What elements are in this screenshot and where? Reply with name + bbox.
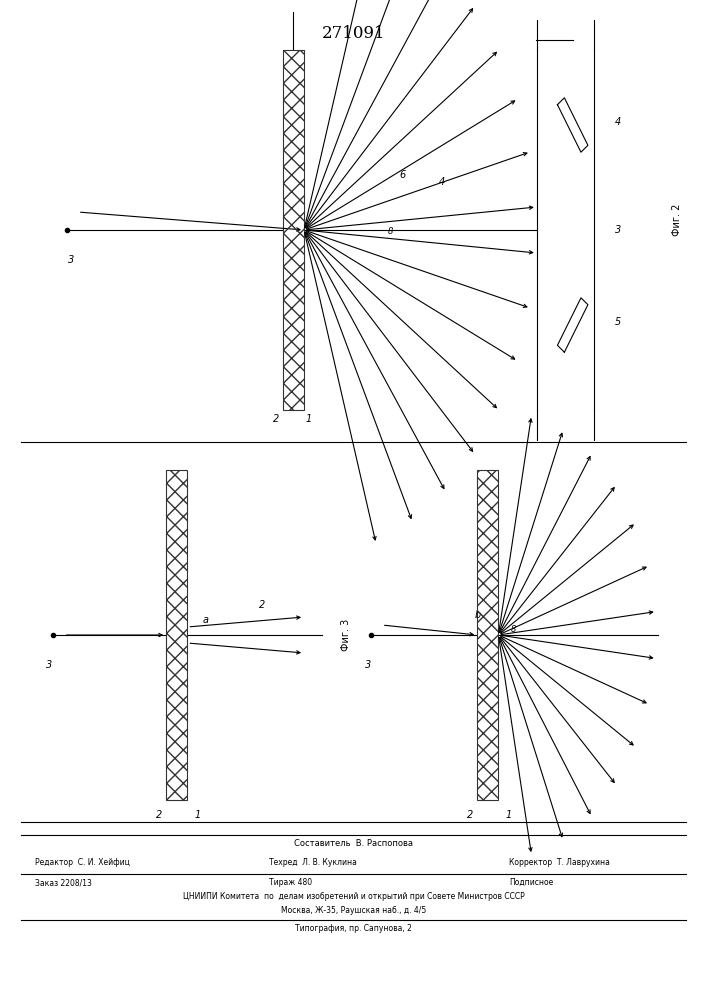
- Text: 8: 8: [387, 228, 393, 236]
- Text: Корректор  Т. Лаврухина: Корректор Т. Лаврухина: [509, 858, 610, 867]
- Text: Заказ 2208/13: Заказ 2208/13: [35, 878, 92, 887]
- Bar: [166, 470, 187, 800]
- Text: 2: 2: [273, 414, 279, 424]
- Bar: [477, 470, 498, 800]
- Text: 3: 3: [47, 660, 52, 670]
- Text: 2: 2: [156, 810, 162, 820]
- Bar: [477, 470, 498, 800]
- Text: 8: 8: [511, 626, 517, 635]
- Text: 4: 4: [615, 117, 621, 127]
- Text: Редактор  С. И. Хейфиц: Редактор С. И. Хейфиц: [35, 858, 130, 867]
- Text: Типография, пр. Сапунова, 2: Типография, пр. Сапунова, 2: [295, 924, 412, 933]
- Bar: [283, 50, 304, 410]
- Bar: [166, 470, 187, 800]
- Text: Тираж 480: Тираж 480: [269, 878, 312, 887]
- Text: 6: 6: [399, 170, 406, 180]
- Text: 4: 4: [438, 177, 445, 187]
- Text: Фиг. 2: Фиг. 2: [672, 204, 682, 236]
- Text: Техред  Л. В. Куклина: Техред Л. В. Куклина: [269, 858, 356, 867]
- Text: 3: 3: [615, 225, 621, 235]
- Text: Подписное: Подписное: [509, 878, 554, 887]
- Text: b: b: [474, 610, 481, 620]
- Text: 1: 1: [194, 810, 201, 820]
- Text: 2: 2: [259, 600, 264, 610]
- Text: 3: 3: [365, 660, 370, 670]
- Text: ЦНИИПИ Комитета  по  делам изобретений и открытий при Совете Министров СССР: ЦНИИПИ Комитета по делам изобретений и о…: [182, 892, 525, 901]
- Text: 1: 1: [305, 414, 312, 424]
- Text: a: a: [203, 615, 209, 625]
- Text: 1: 1: [506, 810, 512, 820]
- Text: 5: 5: [615, 317, 621, 327]
- Text: Москва, Ж-35, Раушская наб., д. 4/5: Москва, Ж-35, Раушская наб., д. 4/5: [281, 906, 426, 915]
- Text: Фиг. 3: Фиг. 3: [341, 619, 351, 651]
- Bar: [283, 50, 304, 410]
- Text: Составитель  В. Распопова: Составитель В. Распопова: [294, 839, 413, 848]
- Text: 2: 2: [467, 810, 473, 820]
- Text: 3: 3: [68, 255, 74, 265]
- Text: 271091: 271091: [322, 25, 385, 42]
